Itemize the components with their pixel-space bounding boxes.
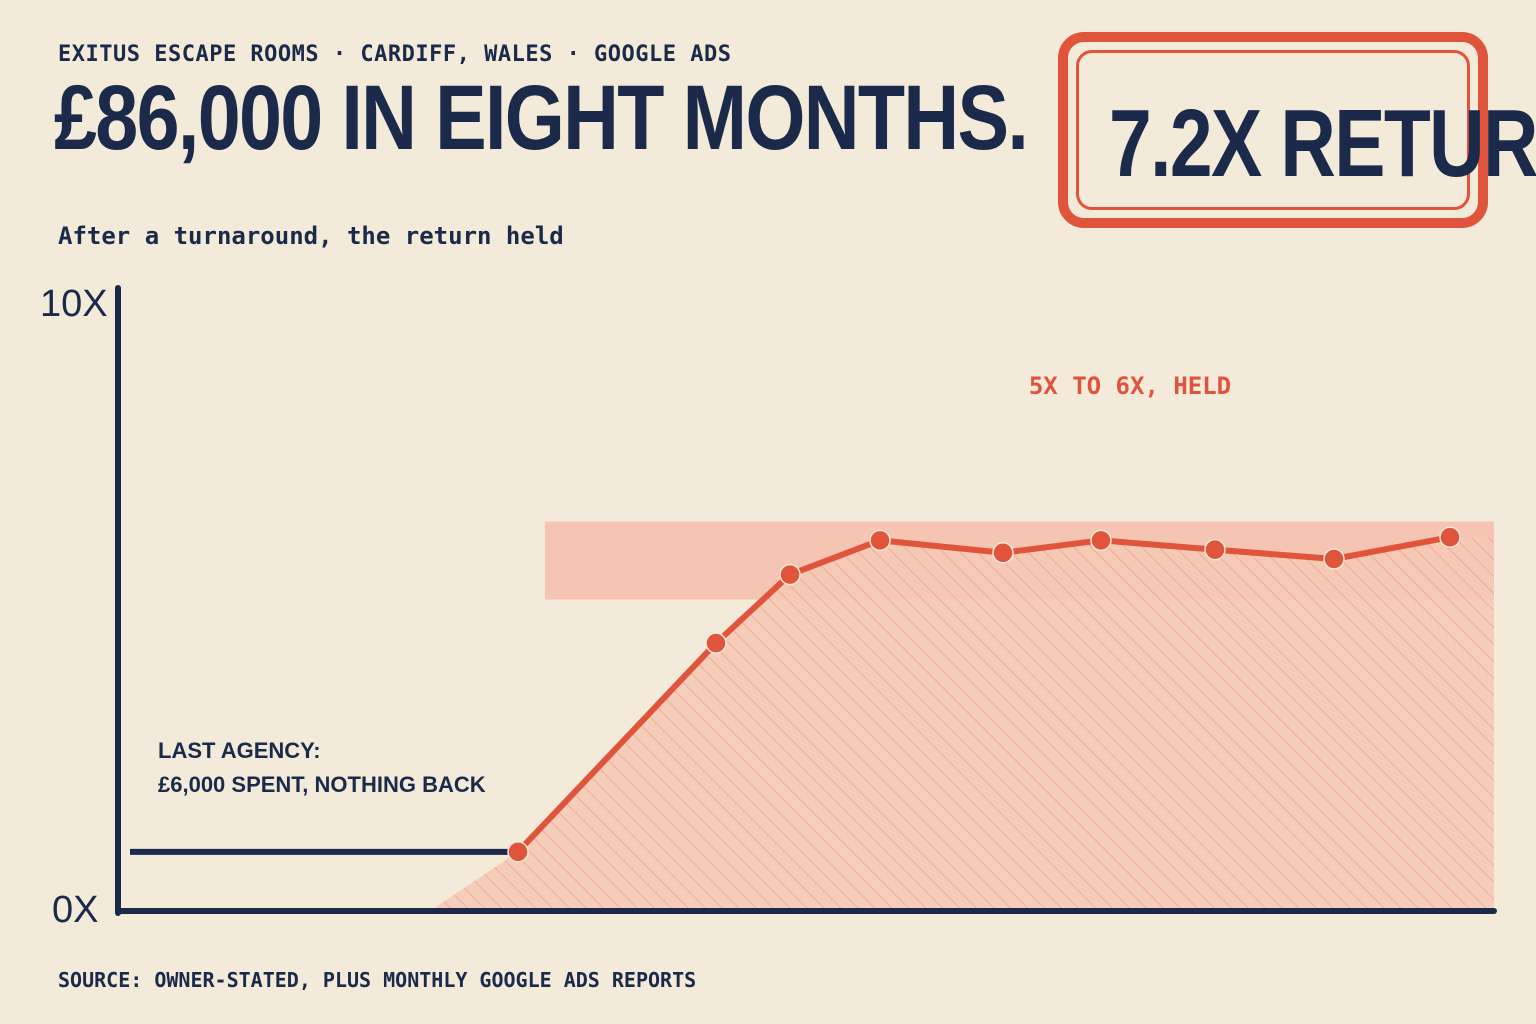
headline: £86,000 IN EIGHT MONTHS. — [54, 67, 1029, 169]
data-point — [869, 529, 891, 552]
area-fill — [430, 537, 1494, 911]
y-tick-label-min: 0X — [52, 889, 98, 931]
stamp-inner-border — [1076, 50, 1470, 210]
kicker: EXITUS ESCAPE ROOMS · CARDIFF, WALES · G… — [58, 42, 732, 67]
return-stamp: 7.2X RETURN — [1058, 32, 1536, 228]
data-point — [1090, 529, 1112, 552]
y-tick-label-max: 10X — [40, 283, 108, 325]
points-layer — [507, 526, 1461, 863]
data-point — [992, 542, 1014, 564]
labels-layer: 10X 0X LAST AGENCY: £6,000 SPENT, NOTHING B… — [40, 283, 1231, 931]
data-point — [705, 632, 727, 654]
data-point — [1323, 548, 1345, 570]
source-note: SOURCE: OWNER-STATED, PLUS MONTHLY GOOGL… — [58, 968, 697, 992]
last-agency-label: LAST AGENCY: — [158, 738, 321, 763]
axes-layer — [115, 285, 1497, 916]
last-agency-detail: £6,000 SPENT, NOTHING BACK — [158, 772, 486, 797]
area-layer — [430, 537, 1494, 911]
subtitle: After a turnaround, the return held — [58, 222, 564, 250]
data-point — [1204, 538, 1226, 561]
data-point — [779, 563, 801, 586]
band-label: 5X TO 6X, HELD — [1029, 372, 1231, 400]
data-point — [507, 841, 529, 863]
data-point — [1439, 526, 1461, 548]
